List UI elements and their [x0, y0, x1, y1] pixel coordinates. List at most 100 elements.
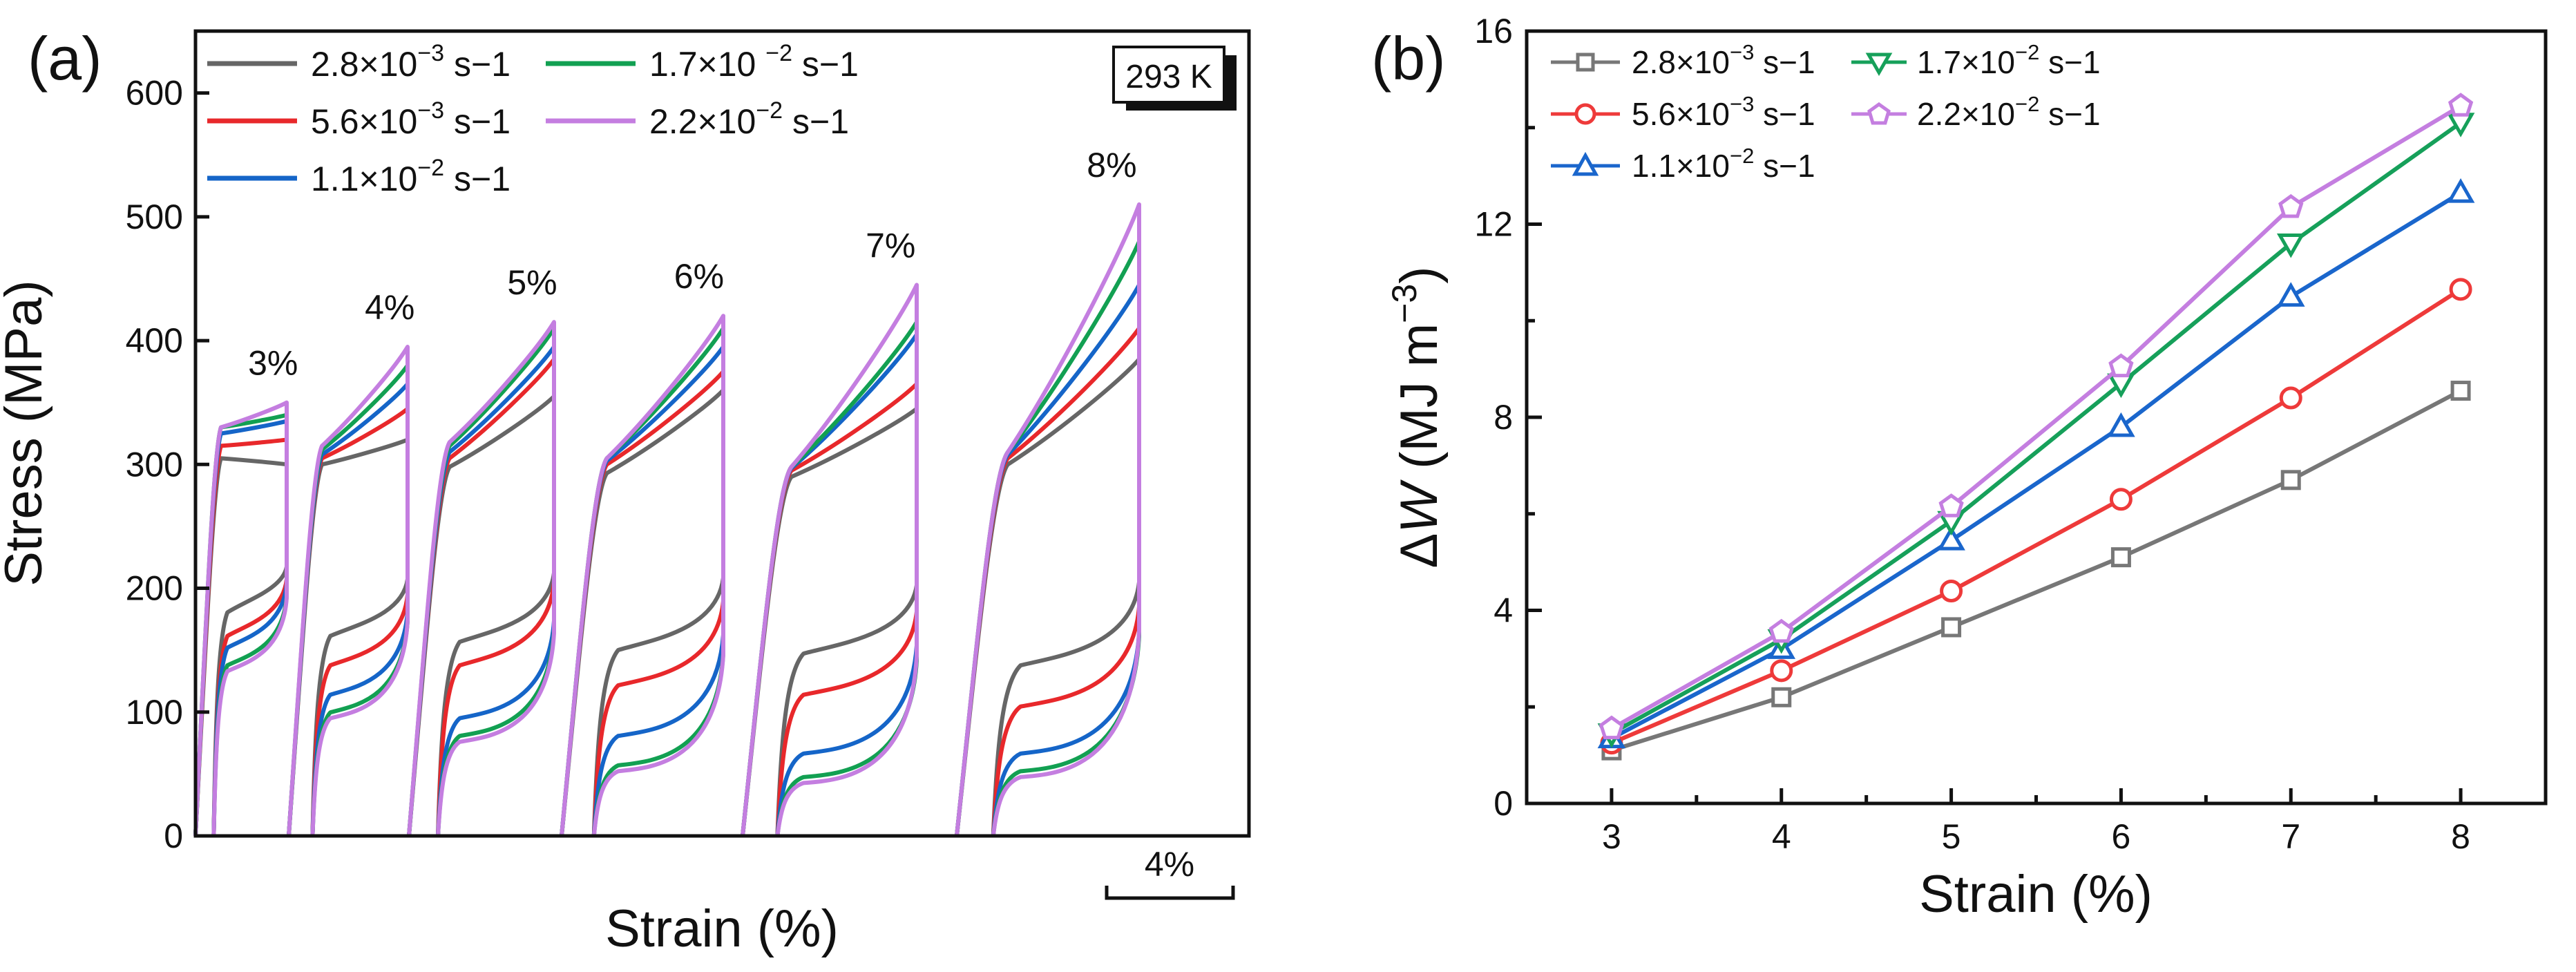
legend-a-text-s22: 2.2×10−2 s−1	[649, 97, 849, 141]
curve-s17-cycle-1	[193, 412, 289, 837]
panel-label-a: (a)	[28, 24, 102, 93]
curve-s28-cycle-1	[193, 456, 289, 837]
curve-s22-cycle-4	[560, 314, 725, 837]
curve-s22-cycle-1	[193, 400, 289, 837]
marker-s22	[1768, 618, 1794, 643]
y-tick-label-b: 12	[1474, 205, 1513, 244]
panel-label-b: (b)	[1371, 24, 1446, 93]
curve-s22-cycle-2	[287, 345, 410, 837]
x-tick-label-b: 8	[2451, 817, 2470, 856]
curve-s22-cycle-3	[407, 320, 556, 837]
marker-s11	[1937, 526, 1965, 551]
curve-s56-cycle-2	[287, 406, 410, 837]
legend-b-marker-s17	[1865, 53, 1893, 77]
cycle-label-5: 7%	[866, 226, 915, 265]
legend-b-text-s17: 1.7×10−2 s−1	[1917, 40, 2101, 80]
legend-b-item-s17: 1.7×10−2 s−1	[1851, 40, 2101, 80]
legend-b-item-s22: 2.2×10−2 s−1	[1851, 92, 2101, 132]
marker-s11	[2446, 178, 2475, 203]
marker-s28	[2280, 470, 2301, 490]
line-s11	[1610, 191, 2462, 741]
legend-b-text-s56: 5.6×10−3 s−1	[1632, 92, 1815, 132]
marker-s22	[2108, 353, 2134, 378]
cycle-label-2: 4%	[365, 288, 414, 327]
marker-s17	[2276, 233, 2305, 258]
line-s28	[1611, 388, 2462, 753]
marker-s22	[2448, 93, 2474, 117]
curve-s56-cycle-5	[741, 381, 919, 837]
marker-s56	[2109, 488, 2133, 511]
panel-a: (a) 0 100 200 300 400 500 600 Stress (MPa) Str…	[0, 24, 1251, 958]
marker-s11	[2107, 412, 2135, 437]
marker-s28	[2450, 381, 2471, 401]
legend-b-marker-s28	[1576, 53, 1595, 72]
legend-b-text-s28: 2.8×10−3 s−1	[1632, 40, 1815, 80]
marker-s28	[1771, 687, 1792, 707]
scale-bar-line	[1105, 886, 1235, 900]
curve-s28-cycle-5	[741, 406, 919, 837]
curve-s11-cycle-6	[955, 283, 1141, 837]
x-tick-label-b: 7	[2281, 817, 2300, 856]
marker-s11	[2276, 282, 2305, 307]
marker-s56	[1940, 580, 1963, 603]
panel-b: (b) 3 4 5 6 7 8 0 4 8 12 16 ΔW (MJ m−3) Strain (%)…	[1371, 12, 2548, 924]
y-tick-label-b: 16	[1474, 12, 1513, 50]
legend-b-item-s28: 2.8×10−3 s−1	[1551, 40, 1815, 80]
y-tick-label-a: 400	[126, 321, 183, 360]
temperature-box-frame	[1112, 46, 1225, 104]
legend-b-text-s22: 2.2×10−2 s−1	[1917, 92, 2101, 132]
x-axis-label-a: Strain (%)	[605, 899, 839, 958]
y-axis-label-a: Stress (MPa)	[0, 280, 53, 586]
y-tick-label-a: 500	[126, 198, 183, 236]
y-tick-label-a: 100	[126, 693, 183, 732]
legend-a-text-s17: 1.7×10 −2 s−1	[649, 40, 859, 84]
series-s22	[1599, 93, 2474, 740]
cycle-labels: 3% 4% 5% 6% 7% 8%	[248, 146, 1136, 383]
cycle-label-1: 3%	[248, 344, 298, 383]
line-s22	[1610, 104, 2462, 731]
x-tick-label-b: 4	[1772, 817, 1791, 856]
marker-s17	[2446, 113, 2475, 137]
series-s17	[1597, 113, 2475, 748]
y-tick-label-b: 0	[1494, 784, 1513, 823]
temperature-label: 293 K	[1125, 59, 1212, 95]
marker-s22	[1599, 715, 1625, 740]
scale-bar-label: 4%	[1145, 845, 1194, 884]
legend-b-text-s11: 1.1×10−2 s−1	[1632, 144, 1815, 184]
y-tick-label-a: 0	[164, 817, 183, 855]
temperature-box: 293 K	[1112, 46, 1237, 111]
y-tick-label-a: 200	[126, 569, 183, 608]
cycle-label-4: 6%	[674, 257, 724, 296]
energy-dissipation-series	[1597, 93, 2475, 761]
x-tick-label-b: 5	[1942, 817, 1961, 856]
marker-s28	[1941, 617, 1962, 638]
scale-bar: 4%	[1105, 845, 1235, 900]
axes-b: 3 4 5 6 7 8 0 4 8 12 16	[1474, 12, 2470, 856]
marker-s28	[2110, 547, 2131, 568]
y-tick-label-a: 300	[126, 445, 183, 484]
x-tick-label-b: 3	[1602, 817, 1621, 856]
legend-b-marker-s11	[1572, 151, 1599, 176]
plot-frame-a	[193, 29, 1251, 838]
x-axis-label-b: Strain (%)	[1919, 865, 2153, 924]
legend-a: 2.8×10−3 s−1 5.6×10−3 s−1 1.1×10−2 s−1 1…	[207, 40, 859, 198]
y-tick-label-b: 8	[1494, 398, 1513, 437]
legend-b-item-s56: 5.6×10−3 s−1	[1551, 92, 1815, 132]
stress-strain-curves	[193, 202, 1141, 837]
cycle-label-3: 5%	[507, 263, 557, 302]
marker-s56	[2449, 278, 2472, 301]
legend-b-marker-s22	[1867, 102, 1891, 125]
legend-b: 2.8×10−3 s−1 5.6×10−3 s−1 1.1×10−2 s−1 1…	[1551, 40, 2101, 184]
legend-a-text-s28: 2.8×10−3 s−1	[311, 40, 511, 84]
legend-b-item-s11: 1.1×10−2 s−1	[1551, 144, 1815, 184]
y-tick-label-b: 4	[1494, 591, 1513, 630]
series-s56	[1600, 278, 2472, 755]
marker-s56	[1770, 659, 1793, 683]
curve-s22-cycle-5	[741, 283, 919, 837]
cycle-label-6: 8%	[1087, 146, 1136, 184]
y-axis-a: 0 100 200 300 400 500 600	[126, 74, 209, 855]
legend-a-text-s11: 1.1×10−2 s−1	[311, 155, 511, 198]
line-s17	[1610, 121, 2462, 736]
marker-s56	[2279, 386, 2302, 410]
marker-s22	[2278, 193, 2304, 218]
